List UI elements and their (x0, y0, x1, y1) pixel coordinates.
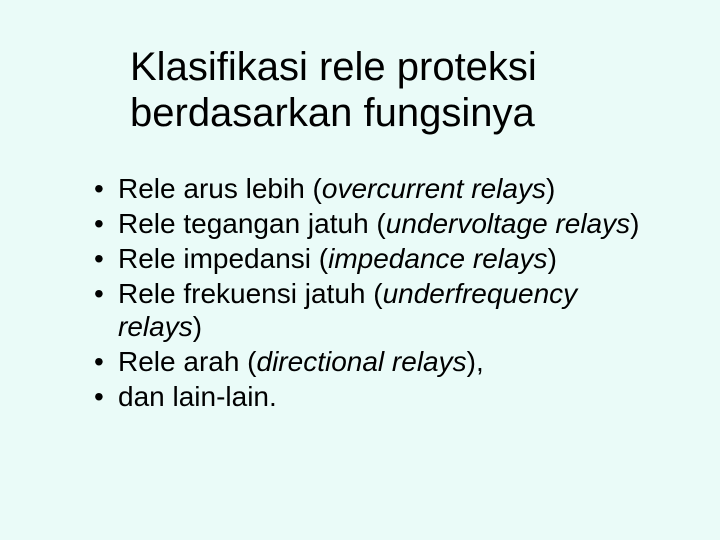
bullet-text-pre: dan lain-lain. (118, 381, 277, 412)
bullet-text-pre: Rele tegangan jatuh ( (118, 208, 386, 239)
bullet-text-post: ) (193, 311, 202, 342)
bullet-text-post: ) (548, 243, 557, 274)
bullet-text-post: ) (546, 173, 555, 204)
title-line-2: berdasarkan fungsinya (130, 91, 535, 135)
slide-title: Klasifikasi rele proteksi berdasarkan fu… (130, 44, 640, 136)
title-line-1: Klasifikasi rele proteksi (130, 45, 537, 89)
bullet-text-post: ), (467, 346, 484, 377)
bullet-text-italic: undervoltage relays (386, 208, 630, 239)
list-item: Rele frekuensi jatuh (underfrequency rel… (90, 277, 640, 343)
list-item: Rele impedansi (impedance relays) (90, 242, 640, 275)
bullet-list: Rele arus lebih (overcurrent relays) Rel… (90, 172, 640, 413)
bullet-text-post: ) (630, 208, 639, 239)
list-item: Rele tegangan jatuh (undervoltage relays… (90, 207, 640, 240)
bullet-text-italic: overcurrent relays (322, 173, 546, 204)
bullet-text-italic: impedance relays (328, 243, 547, 274)
bullet-text-pre: Rele frekuensi jatuh ( (118, 278, 383, 309)
bullet-text-pre: Rele impedansi ( (118, 243, 328, 274)
list-item: Rele arah (directional relays), (90, 345, 640, 378)
list-item: Rele arus lebih (overcurrent relays) (90, 172, 640, 205)
bullet-text-italic: directional relays (257, 346, 467, 377)
bullet-text-pre: Rele arus lebih ( (118, 173, 322, 204)
list-item: dan lain-lain. (90, 380, 640, 413)
bullet-text-pre: Rele arah ( (118, 346, 257, 377)
